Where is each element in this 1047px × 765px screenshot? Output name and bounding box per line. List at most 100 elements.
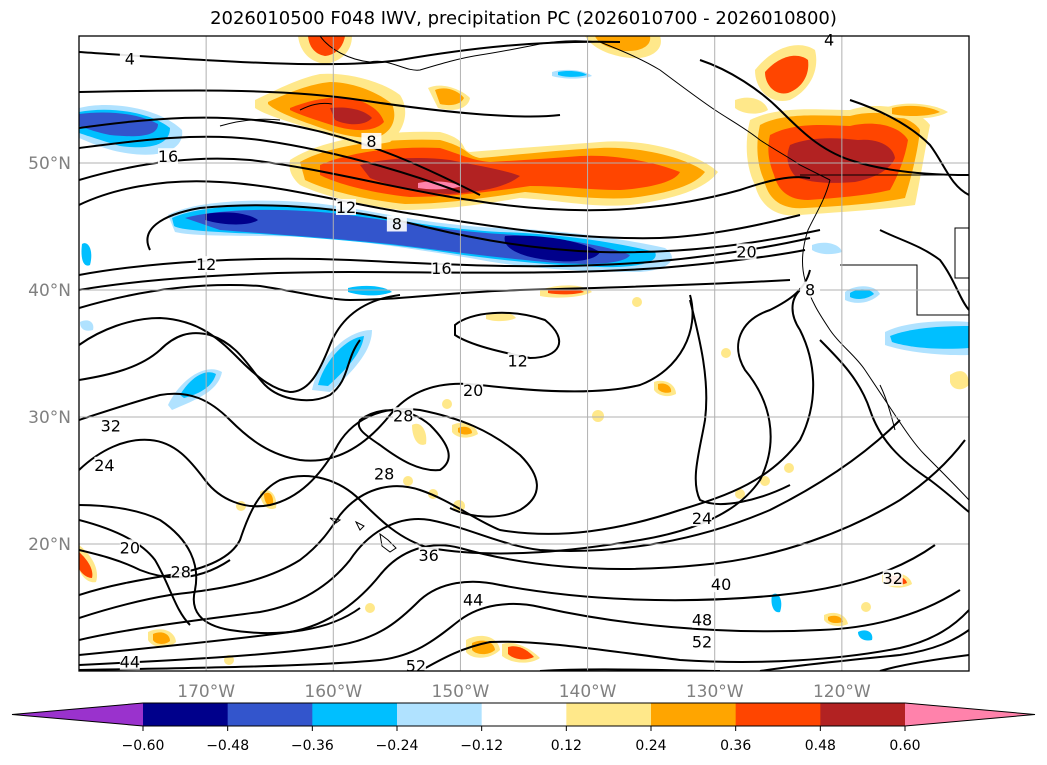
contour-label: 32 [883, 569, 903, 588]
precip-fill-positive [264, 492, 274, 506]
iwv-contour [79, 279, 791, 309]
contour-label-bg [386, 215, 407, 232]
contour-label-bg [393, 407, 414, 424]
lat-tick-label: 20°N [28, 535, 71, 555]
precip-fill-negative [558, 71, 587, 77]
iwv-contour [146, 204, 821, 254]
precip-fill-positive [632, 297, 642, 307]
contour-label: 4 [125, 49, 135, 68]
coastline [379, 532, 397, 553]
precip-fill-positive [365, 603, 375, 613]
contour-label-bg [119, 653, 140, 670]
contour-label: 8 [805, 281, 815, 300]
contour-label: 20 [736, 242, 756, 261]
iwv-contour [759, 629, 969, 671]
contour-label-bg [405, 657, 426, 674]
colorbar-segment [312, 703, 398, 726]
iwv-contour [79, 237, 811, 276]
coastline-layer [219, 36, 969, 553]
contour-label-bg [692, 510, 712, 527]
precip-fill-positive [486, 312, 516, 322]
colorbar: −0.60 −0.48 −0.36 −0.24 −0.12 0.12 0.24 0.36 0.4… [11, 702, 1036, 754]
precip-fill-negative [850, 289, 874, 299]
iwv-contour [79, 269, 811, 596]
colorbar-tick-label: 0.36 [720, 738, 751, 754]
contour-label-bg [119, 50, 140, 67]
precip-fill-negative [348, 285, 392, 296]
lat-tick-label: 30°N [28, 408, 71, 428]
iwv-contour [79, 294, 401, 394]
precip-fill-positive [592, 410, 604, 422]
contour-label: 12 [196, 255, 216, 274]
precip-fill-negative [771, 593, 782, 613]
contour-label: 32 [101, 416, 121, 435]
contour-label: 24 [692, 509, 712, 528]
iwv-contour [879, 654, 969, 671]
iwv-contour [879, 229, 969, 311]
precip-fill-negative [81, 243, 92, 266]
lon-tick-label: 130°W [686, 682, 744, 702]
contour-label-bg [800, 281, 821, 298]
colorbar-tick-label: −0.12 [460, 738, 503, 754]
iwv-contour [79, 519, 191, 626]
contour-label-bg [94, 456, 115, 473]
precip-fill-positive [435, 88, 464, 106]
political-border [954, 227, 969, 279]
lat-tick-label: 40°N [28, 281, 71, 301]
coastline [219, 118, 281, 127]
contour-label: 28 [374, 465, 394, 484]
contour-label: 48 [692, 611, 712, 630]
contour-label-bg [463, 591, 484, 608]
map-gridlines [79, 36, 969, 671]
contour-label: 8 [366, 132, 376, 151]
iwv-contour [79, 180, 801, 240]
iwv-contour [79, 504, 361, 635]
precip-fill-positive [412, 423, 427, 445]
contour-label: 36 [418, 546, 438, 565]
colorbar-segment [143, 703, 229, 726]
contour-label: 4 [824, 30, 834, 49]
precip-fill-positive [658, 383, 672, 393]
precip-fill-positive [828, 615, 843, 624]
precip-fill-positive [735, 97, 768, 114]
precip-fill-positive [330, 107, 372, 125]
contour-label: 12 [336, 198, 356, 217]
precip-fill-negative [79, 112, 158, 137]
precip-fill-negative [180, 372, 216, 398]
colorbar-segment [227, 703, 313, 726]
precip-fill-positive [153, 632, 170, 644]
colorbar-tick-label: 0.12 [551, 738, 582, 754]
coastline [299, 102, 333, 111]
contour-label-bg [158, 148, 178, 165]
precip-fill-positive [861, 602, 871, 612]
precip-fill-negative [890, 326, 969, 349]
contour-label-bg [170, 563, 191, 580]
contour-label-bg [361, 132, 382, 149]
iwv-contour [699, 59, 969, 176]
precip-fill-positive [950, 371, 969, 390]
iwv-contour [79, 419, 901, 641]
colorbar-tick-label: −0.60 [122, 738, 165, 754]
lon-tick-label: 140°W [559, 682, 617, 702]
contour-label: 52 [692, 632, 712, 651]
contour-label-bg [196, 256, 217, 273]
contour-label: 16 [158, 147, 178, 166]
coastline [879, 384, 896, 431]
lon-tick-label: 150°W [432, 682, 490, 702]
map-frame [78, 35, 970, 672]
contour-label-bg [463, 381, 484, 398]
precip-fill-positive [403, 476, 413, 486]
iwv-contour [689, 299, 791, 506]
contour-label-bg [882, 569, 903, 586]
iwv-contour [79, 294, 694, 462]
precip-fill-positive [595, 36, 651, 52]
iwv-contour [819, 339, 969, 513]
contour-label-bg [431, 259, 452, 276]
iwv-contour [849, 99, 969, 196]
coastline [319, 36, 831, 181]
contour-label: 52 [406, 656, 426, 675]
iwv-contour [419, 609, 969, 671]
contour-label-bg [374, 465, 395, 482]
contour-label: 44 [463, 590, 483, 609]
lon-tick-label: 120°W [813, 682, 871, 702]
